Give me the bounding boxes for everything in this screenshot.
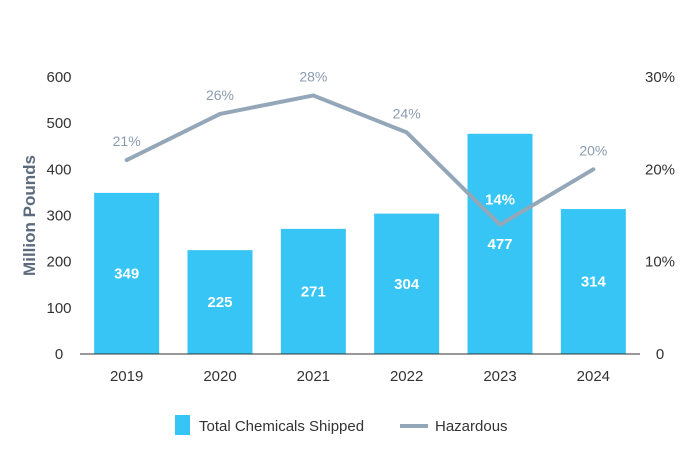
y-axis-label: Million Pounds bbox=[20, 155, 39, 276]
x-tick-label-2024: 2024 bbox=[577, 368, 610, 385]
legend-label-hazardous: Hazardous bbox=[435, 418, 508, 435]
bars-layer: 349 225 271 304 477 314 bbox=[94, 133, 626, 354]
bar-label-2021: 271 bbox=[301, 283, 326, 300]
bar-2022 bbox=[374, 213, 440, 354]
right-tick-label: 10% bbox=[645, 254, 675, 271]
x-tick-label-2021: 2021 bbox=[297, 368, 330, 385]
hazardous-line bbox=[124, 93, 596, 227]
bar-2020 bbox=[187, 250, 253, 354]
bar-label-2022: 304 bbox=[394, 276, 420, 293]
x-tick-label-2019: 2019 bbox=[110, 368, 143, 385]
right-axis-ticks: 0 10% 20% 30% bbox=[645, 69, 675, 363]
hazardous-label-2024: 20% bbox=[579, 142, 607, 158]
x-tick-label-2020: 2020 bbox=[203, 368, 236, 385]
right-tick-label: 0 bbox=[656, 346, 664, 363]
legend-swatch-total-chemicals bbox=[175, 415, 190, 435]
x-axis-ticks: 2019 2020 2021 2022 2023 2024 bbox=[110, 368, 610, 385]
x-tick-label-2022: 2022 bbox=[390, 368, 423, 385]
left-axis-ticks: 0 100 200 300 400 500 600 bbox=[46, 69, 71, 363]
bar-label-2019: 349 bbox=[114, 265, 139, 282]
right-tick-label: 20% bbox=[645, 161, 675, 178]
bar-2021 bbox=[280, 228, 346, 354]
left-tick-label: 400 bbox=[46, 161, 71, 178]
hazardous-label-2021: 28% bbox=[299, 68, 327, 84]
hazardous-label-2019: 21% bbox=[113, 133, 141, 149]
left-tick-label: 500 bbox=[46, 115, 71, 132]
bar-label-2020: 225 bbox=[207, 294, 232, 311]
bar-2023 bbox=[467, 133, 533, 354]
bar-label-2023: 477 bbox=[487, 236, 512, 253]
hazardous-label-2023: 14% bbox=[485, 192, 515, 209]
line-layer: 21% 26% 28% 24% 14% 20% bbox=[113, 68, 607, 227]
left-tick-label: 600 bbox=[46, 69, 71, 86]
bar-2019 bbox=[94, 192, 160, 354]
left-tick-label: 200 bbox=[46, 254, 71, 271]
x-tick-label-2023: 2023 bbox=[483, 368, 516, 385]
left-tick-label: 0 bbox=[55, 346, 63, 363]
hazardous-label-2020: 26% bbox=[206, 87, 234, 103]
bar-label-2024: 314 bbox=[581, 274, 607, 291]
legend-label-total-chemicals: Total Chemicals Shipped bbox=[199, 418, 364, 435]
right-tick-label: 30% bbox=[645, 69, 675, 86]
bar-2024 bbox=[560, 209, 626, 354]
legend: Total Chemicals Shipped Hazardous bbox=[175, 415, 508, 435]
left-tick-label: 300 bbox=[46, 208, 71, 225]
hazardous-label-2022: 24% bbox=[393, 105, 421, 121]
left-tick-label: 100 bbox=[46, 300, 71, 317]
